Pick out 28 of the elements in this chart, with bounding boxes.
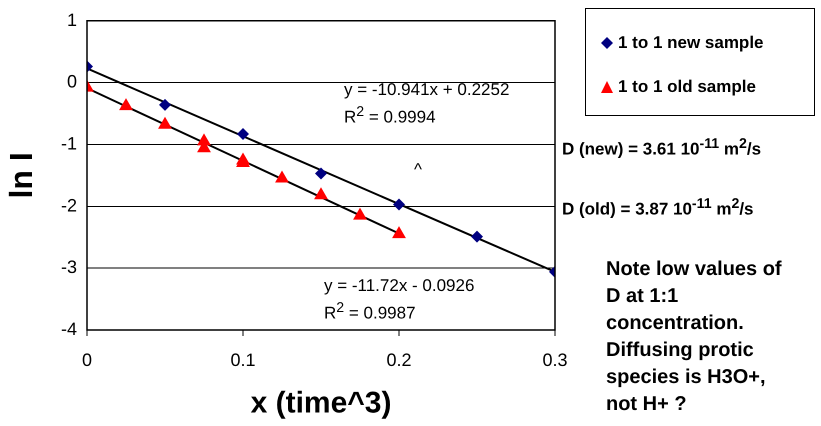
point	[314, 187, 328, 200]
legend-label: 1 to 1 new sample	[618, 33, 764, 53]
x-axis-title: x (time^3)	[250, 386, 392, 420]
point	[275, 170, 289, 182]
y-tick-label: -3	[60, 257, 77, 278]
y-tick-label: -1	[60, 133, 77, 154]
y-tick-label: 1	[66, 10, 77, 30]
x-tick-label: 0.2	[386, 350, 412, 370]
y-tick-label: -4	[60, 318, 77, 339]
y-tick-label: 0	[66, 72, 77, 92]
annotation: R$^{2}$ = 0.9994	[344, 104, 436, 128]
point	[353, 208, 367, 220]
annotation: ^	[414, 160, 422, 180]
text: D (old) = 3.87 10$^{-11}$ m$^{2}$/s	[562, 196, 755, 221]
x-tick-label: 0	[82, 350, 92, 370]
text: Note low values of D at 1:1 concentration. Diffusing protic species is H3O+, not H+ ?	[606, 257, 783, 417]
point	[158, 116, 172, 129]
text: D (new) = 3.61 10$^{-11}$ m$^{2}$/s	[562, 136, 762, 161]
legend-label: 1 to 1 old sample	[618, 77, 756, 97]
annotation: y = -11.72x - 0.0926	[324, 276, 474, 296]
x-tick-label: 0.3	[542, 350, 568, 370]
annotation: R$^{2}$ = 0.9987	[324, 300, 416, 324]
y-tick-label: -2	[60, 195, 77, 216]
point	[119, 98, 133, 110]
x-tick-label: 0.1	[230, 350, 256, 370]
point	[392, 226, 406, 238]
y-axis-title: ln I	[3, 152, 40, 199]
annotation: y = -10.941x + 0.2252	[344, 80, 510, 100]
